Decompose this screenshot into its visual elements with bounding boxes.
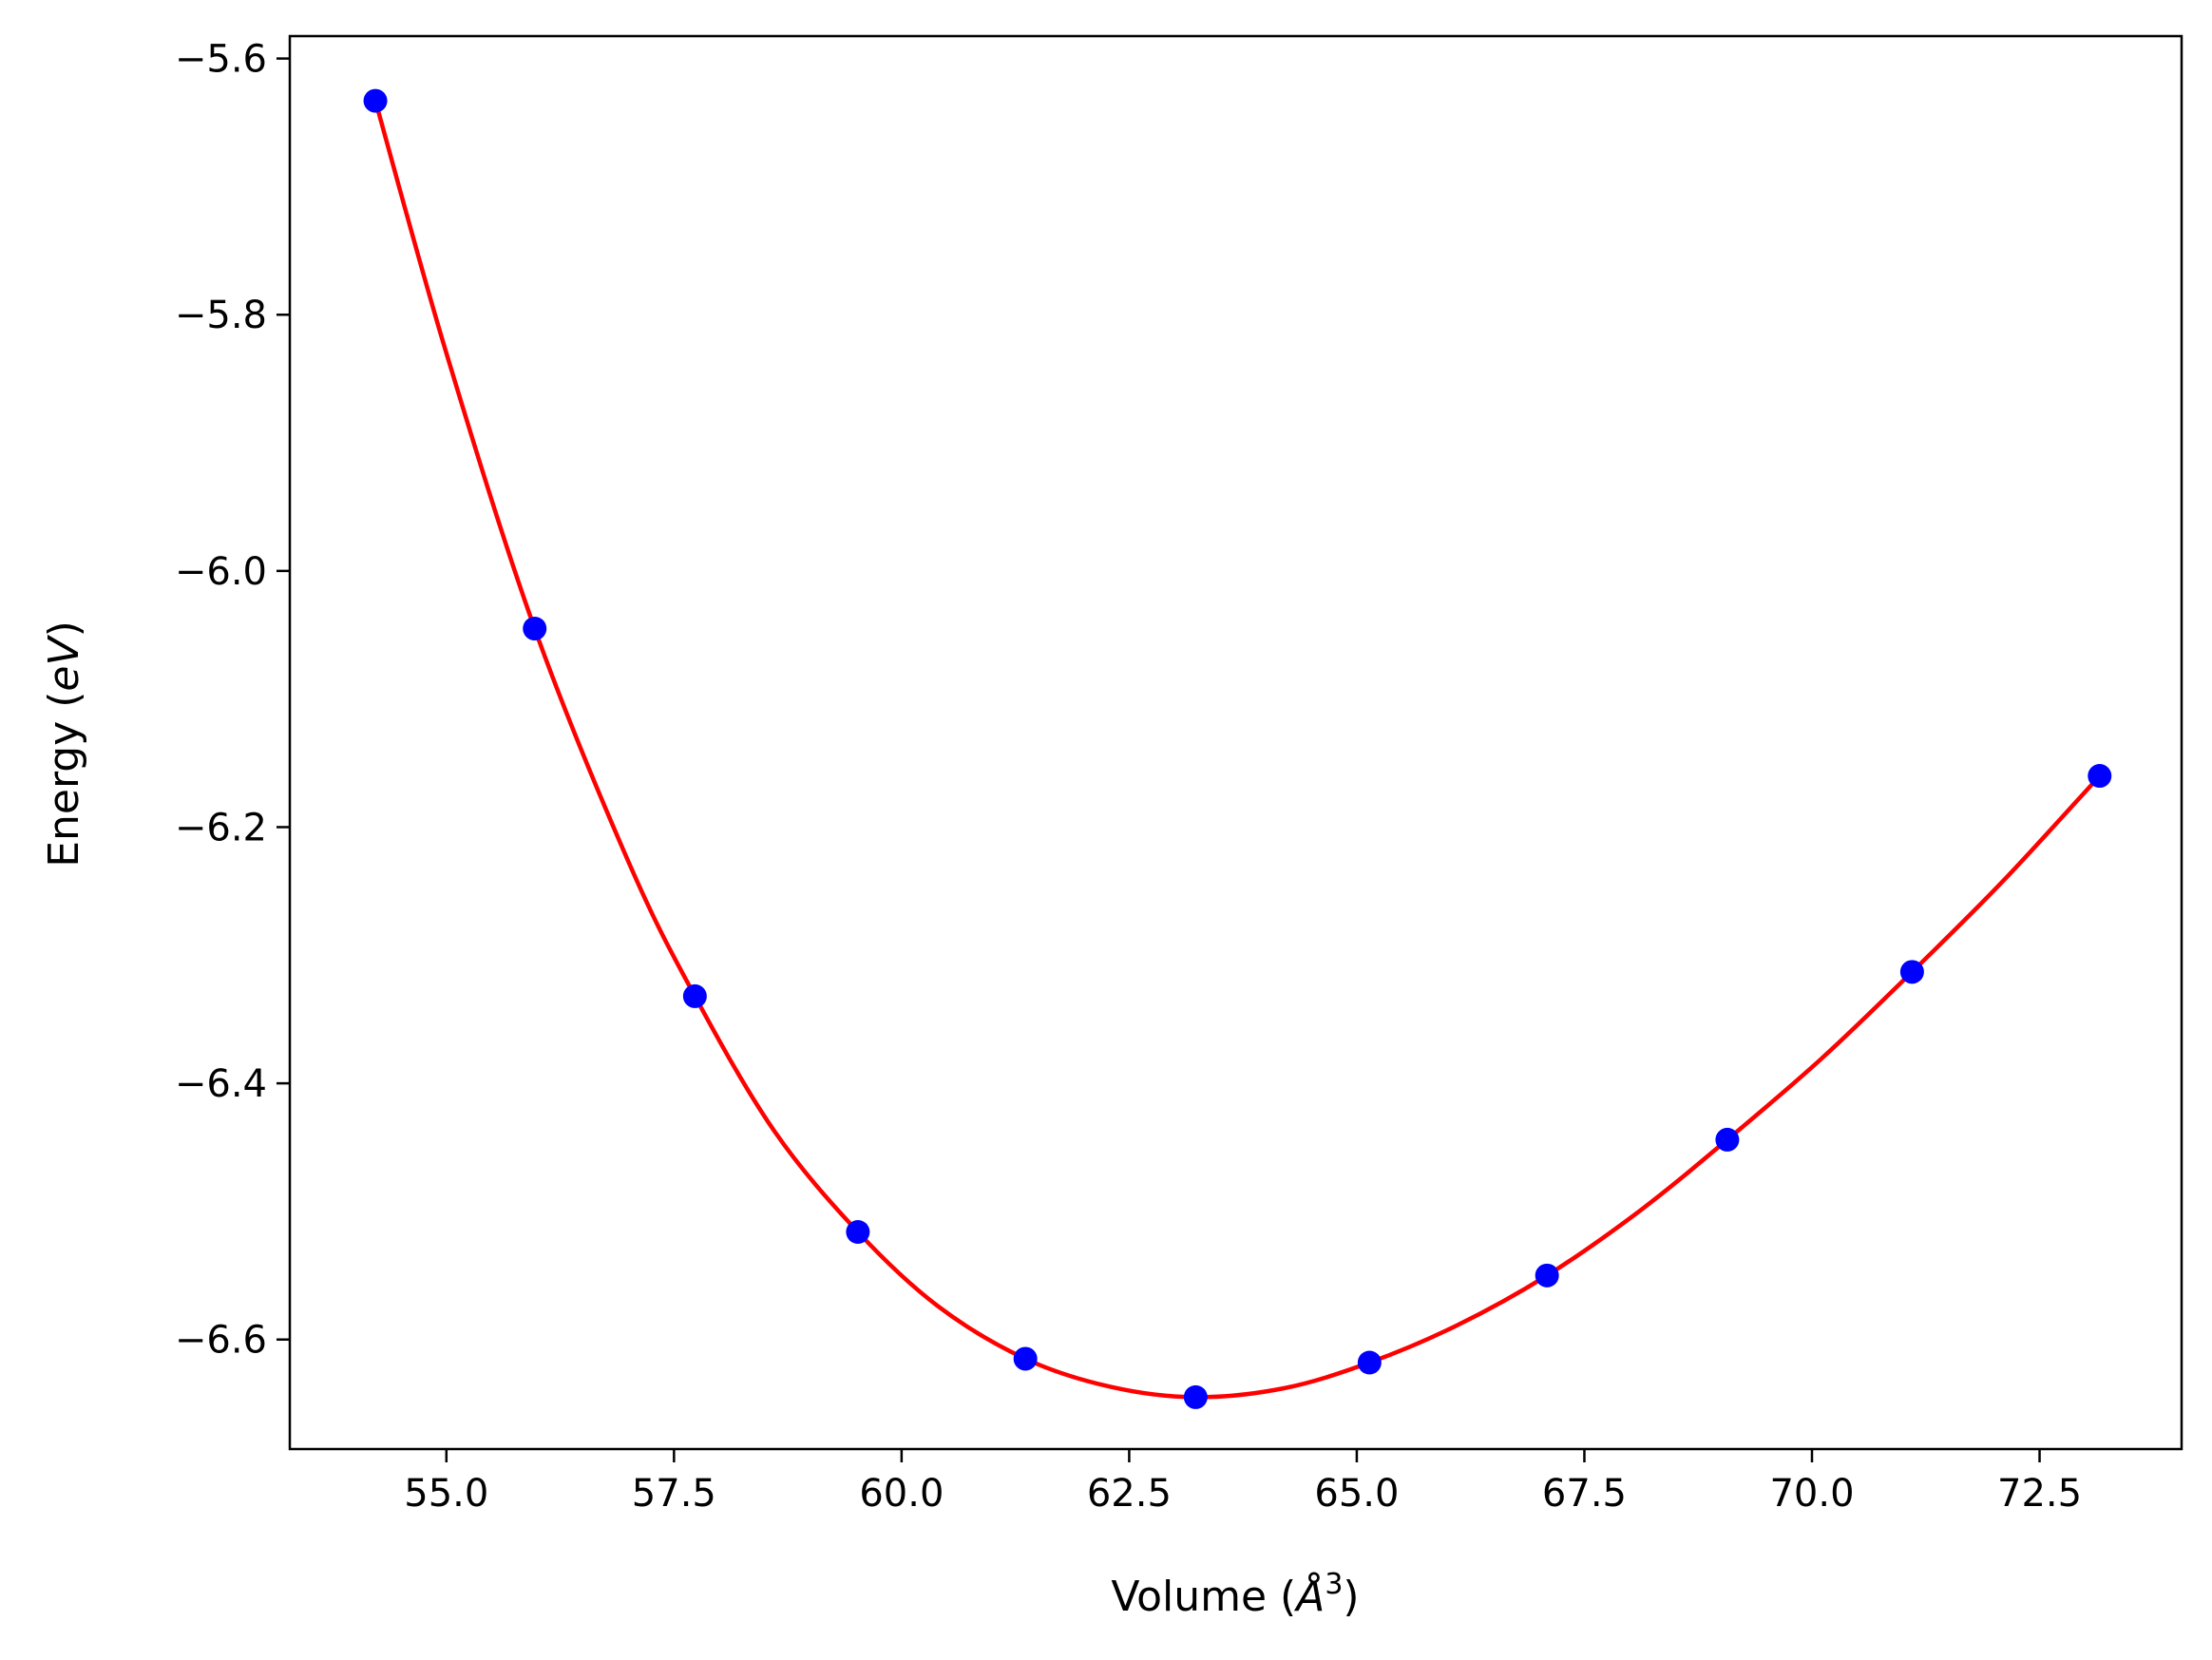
- x-tick-label: 60.0: [859, 1472, 944, 1516]
- y-axis: −5.6 −5.8 −6.0 −6.2 −6.4 −6.6: [175, 38, 290, 1363]
- data-point: [1183, 1384, 1208, 1409]
- y-tick-label: −6.6: [175, 1319, 267, 1363]
- axes-frame: [288, 34, 2183, 1451]
- data-point: [1715, 1127, 1740, 1152]
- data-point: [682, 983, 707, 1008]
- y-tick-label: −5.8: [175, 294, 267, 337]
- fit-curve: [372, 100, 2102, 1400]
- x-tick-label: 62.5: [1087, 1472, 1172, 1516]
- y-tick-label: −5.6: [175, 38, 267, 82]
- x-tick-label: 67.5: [1542, 1472, 1627, 1516]
- data-point: [2088, 764, 2112, 789]
- data-point: [1535, 1263, 1559, 1288]
- x-axis-label: Volume (Å3): [1111, 1568, 1359, 1621]
- y-tick-label: −6.0: [175, 550, 267, 594]
- plot-area: [363, 88, 2112, 1409]
- data-point: [1357, 1350, 1382, 1375]
- data-point: [846, 1219, 870, 1244]
- data-point: [523, 617, 547, 641]
- data-point: [1013, 1346, 1038, 1371]
- data-point: [1899, 960, 1924, 984]
- x-tick-label: 57.5: [632, 1472, 716, 1516]
- y-axis-label: Energy (eV): [40, 620, 88, 868]
- x-tick-label: 72.5: [1997, 1472, 2082, 1516]
- x-axis: 55.0 57.5 60.0 62.5 65.0 67.5 70.0 72.5: [404, 1449, 2082, 1516]
- x-tick-label: 55.0: [404, 1472, 488, 1516]
- x-tick-label: 65.0: [1314, 1472, 1399, 1516]
- x-tick-label: 70.0: [1769, 1472, 1854, 1516]
- y-tick-label: −6.4: [175, 1062, 267, 1106]
- data-point: [363, 88, 388, 113]
- y-tick-label: −6.2: [175, 806, 267, 849]
